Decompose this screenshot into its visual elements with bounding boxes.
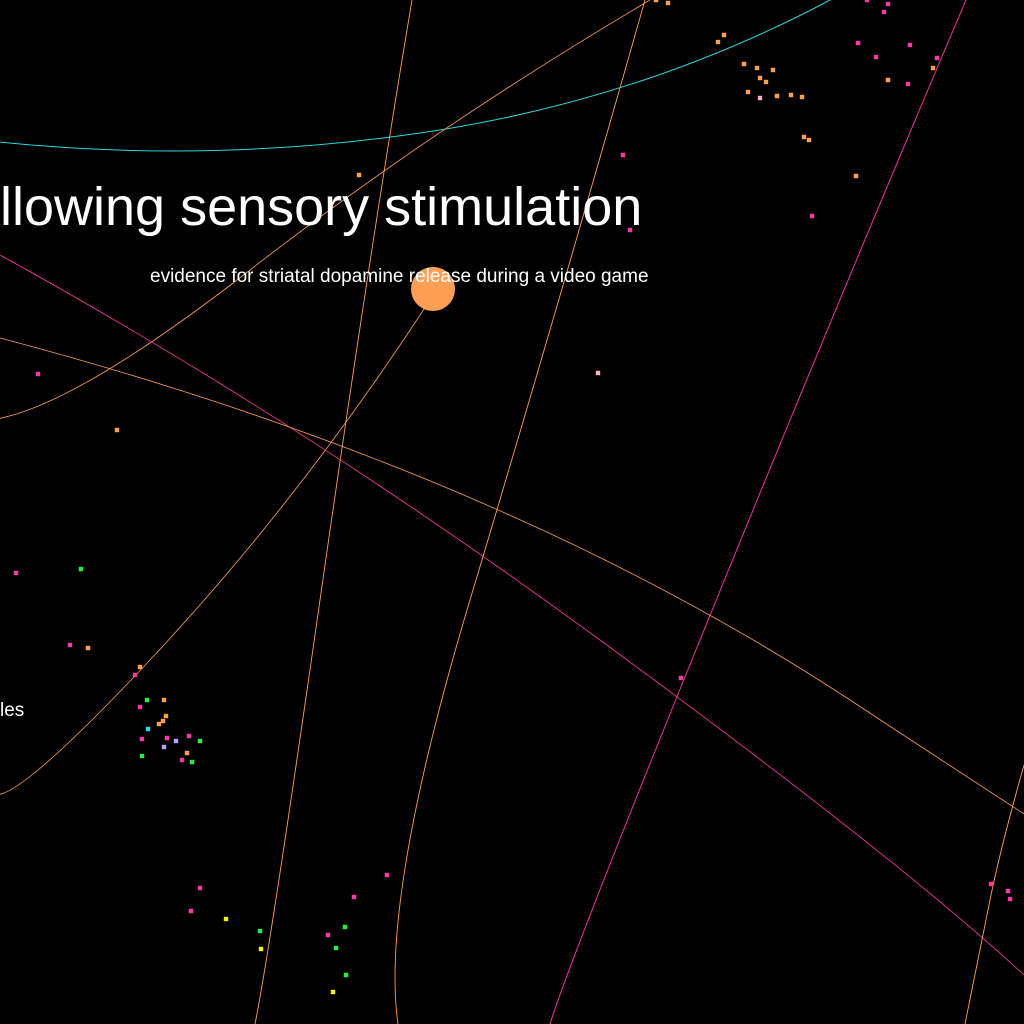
graph-node-11[interactable]: [757, 95, 763, 101]
graph-node-45[interactable]: [163, 713, 169, 719]
graph-node-68[interactable]: [333, 945, 339, 951]
node-label-sub[interactable]: evidence for striatal dopamine release d…: [150, 266, 649, 287]
graph-node-51[interactable]: [173, 738, 179, 744]
graph-node-9[interactable]: [763, 79, 769, 85]
graph-node-53[interactable]: [197, 738, 203, 744]
graph-node-59[interactable]: [197, 885, 203, 891]
graph-node-49[interactable]: [164, 735, 170, 741]
graph-node-23[interactable]: [873, 54, 879, 60]
graph-node-27[interactable]: [934, 55, 940, 61]
graph-node-66[interactable]: [342, 924, 348, 930]
graph-node-58[interactable]: [189, 759, 195, 765]
focused-node[interactable]: [411, 267, 455, 311]
graph-node-19[interactable]: [864, 0, 870, 3]
graph-node-4[interactable]: [715, 39, 721, 45]
graph-node-1[interactable]: [665, 0, 671, 6]
graph-node-21[interactable]: [881, 9, 887, 15]
graph-node-3[interactable]: [721, 32, 727, 38]
graph-link-4: [0, 0, 651, 419]
graph-node-65[interactable]: [351, 894, 357, 900]
graph-node-39[interactable]: [85, 645, 91, 651]
graph-node-31[interactable]: [627, 227, 633, 233]
graph-node-32[interactable]: [595, 370, 601, 376]
graph-node-13[interactable]: [788, 92, 794, 98]
node-label-main[interactable]: llowing sensory stimulation: [0, 177, 643, 237]
node-label-edge[interactable]: les: [0, 700, 25, 721]
graph-node-67[interactable]: [325, 932, 331, 938]
graph-node-40[interactable]: [137, 664, 143, 670]
graph-node-42[interactable]: [144, 697, 150, 703]
graph-node-36[interactable]: [13, 570, 19, 576]
graph-node-15[interactable]: [801, 134, 807, 140]
graph-node-46[interactable]: [160, 718, 166, 724]
graph-node-41[interactable]: [132, 672, 138, 678]
node-layer: [13, 0, 1013, 995]
graph-node-33[interactable]: [678, 675, 684, 681]
graph-node-29[interactable]: [356, 172, 362, 178]
graph-node-12[interactable]: [774, 93, 780, 99]
graph-node-63[interactable]: [258, 946, 264, 952]
graph-node-28[interactable]: [930, 65, 936, 71]
graph-node-34[interactable]: [35, 371, 41, 377]
graph-node-47[interactable]: [156, 721, 162, 727]
graph-node-61[interactable]: [223, 916, 229, 922]
graph-node-8[interactable]: [757, 75, 763, 81]
graph-node-35[interactable]: [114, 427, 120, 433]
graph-node-60[interactable]: [188, 908, 194, 914]
graph-node-69[interactable]: [343, 972, 349, 978]
graph-link-2: [254, 0, 413, 1024]
graph-node-71[interactable]: [988, 881, 994, 887]
graph-node-2[interactable]: [653, 0, 659, 3]
graph-node-17[interactable]: [853, 173, 859, 179]
graph-node-22[interactable]: [855, 40, 861, 46]
graph-node-25[interactable]: [885, 77, 891, 83]
graph-link-1: [0, 0, 831, 152]
graph-node-30[interactable]: [620, 152, 626, 158]
graph-node-6[interactable]: [754, 65, 760, 71]
graph-node-64[interactable]: [384, 872, 390, 878]
graph-node-5[interactable]: [741, 61, 747, 67]
graph-node-56[interactable]: [139, 753, 145, 759]
graph-node-54[interactable]: [161, 744, 167, 750]
graph-node-55[interactable]: [184, 750, 190, 756]
graph-node-18[interactable]: [809, 213, 815, 219]
graph-node-38[interactable]: [67, 642, 73, 648]
graph-node-26[interactable]: [905, 81, 911, 87]
graph-node-48[interactable]: [145, 726, 151, 732]
graph-node-62[interactable]: [257, 928, 263, 934]
graph-node-44[interactable]: [137, 704, 143, 710]
graph-node-43[interactable]: [161, 697, 167, 703]
graph-link-6: [0, 254, 1024, 976]
graph-link-3: [394, 0, 646, 1024]
graph-link-7: [0, 337, 1024, 815]
graph-node-52[interactable]: [186, 733, 192, 739]
graph-node-72[interactable]: [1005, 888, 1011, 894]
graph-link-5: [0, 299, 431, 795]
graph-link-8: [549, 0, 967, 1024]
graph-node-50[interactable]: [139, 736, 145, 742]
graph-node-73[interactable]: [1007, 896, 1013, 902]
graph-link-9: [964, 764, 1024, 1024]
graph-node-10[interactable]: [745, 89, 751, 95]
graph-node-57[interactable]: [179, 757, 185, 763]
graph-node-24[interactable]: [907, 42, 913, 48]
graph-node-20[interactable]: [885, 1, 891, 7]
graph-node-70[interactable]: [330, 989, 336, 995]
graph-node-7[interactable]: [770, 67, 776, 73]
graph-node-14[interactable]: [799, 94, 805, 100]
graph-node-16[interactable]: [806, 137, 812, 143]
graph-node-37[interactable]: [78, 566, 84, 572]
